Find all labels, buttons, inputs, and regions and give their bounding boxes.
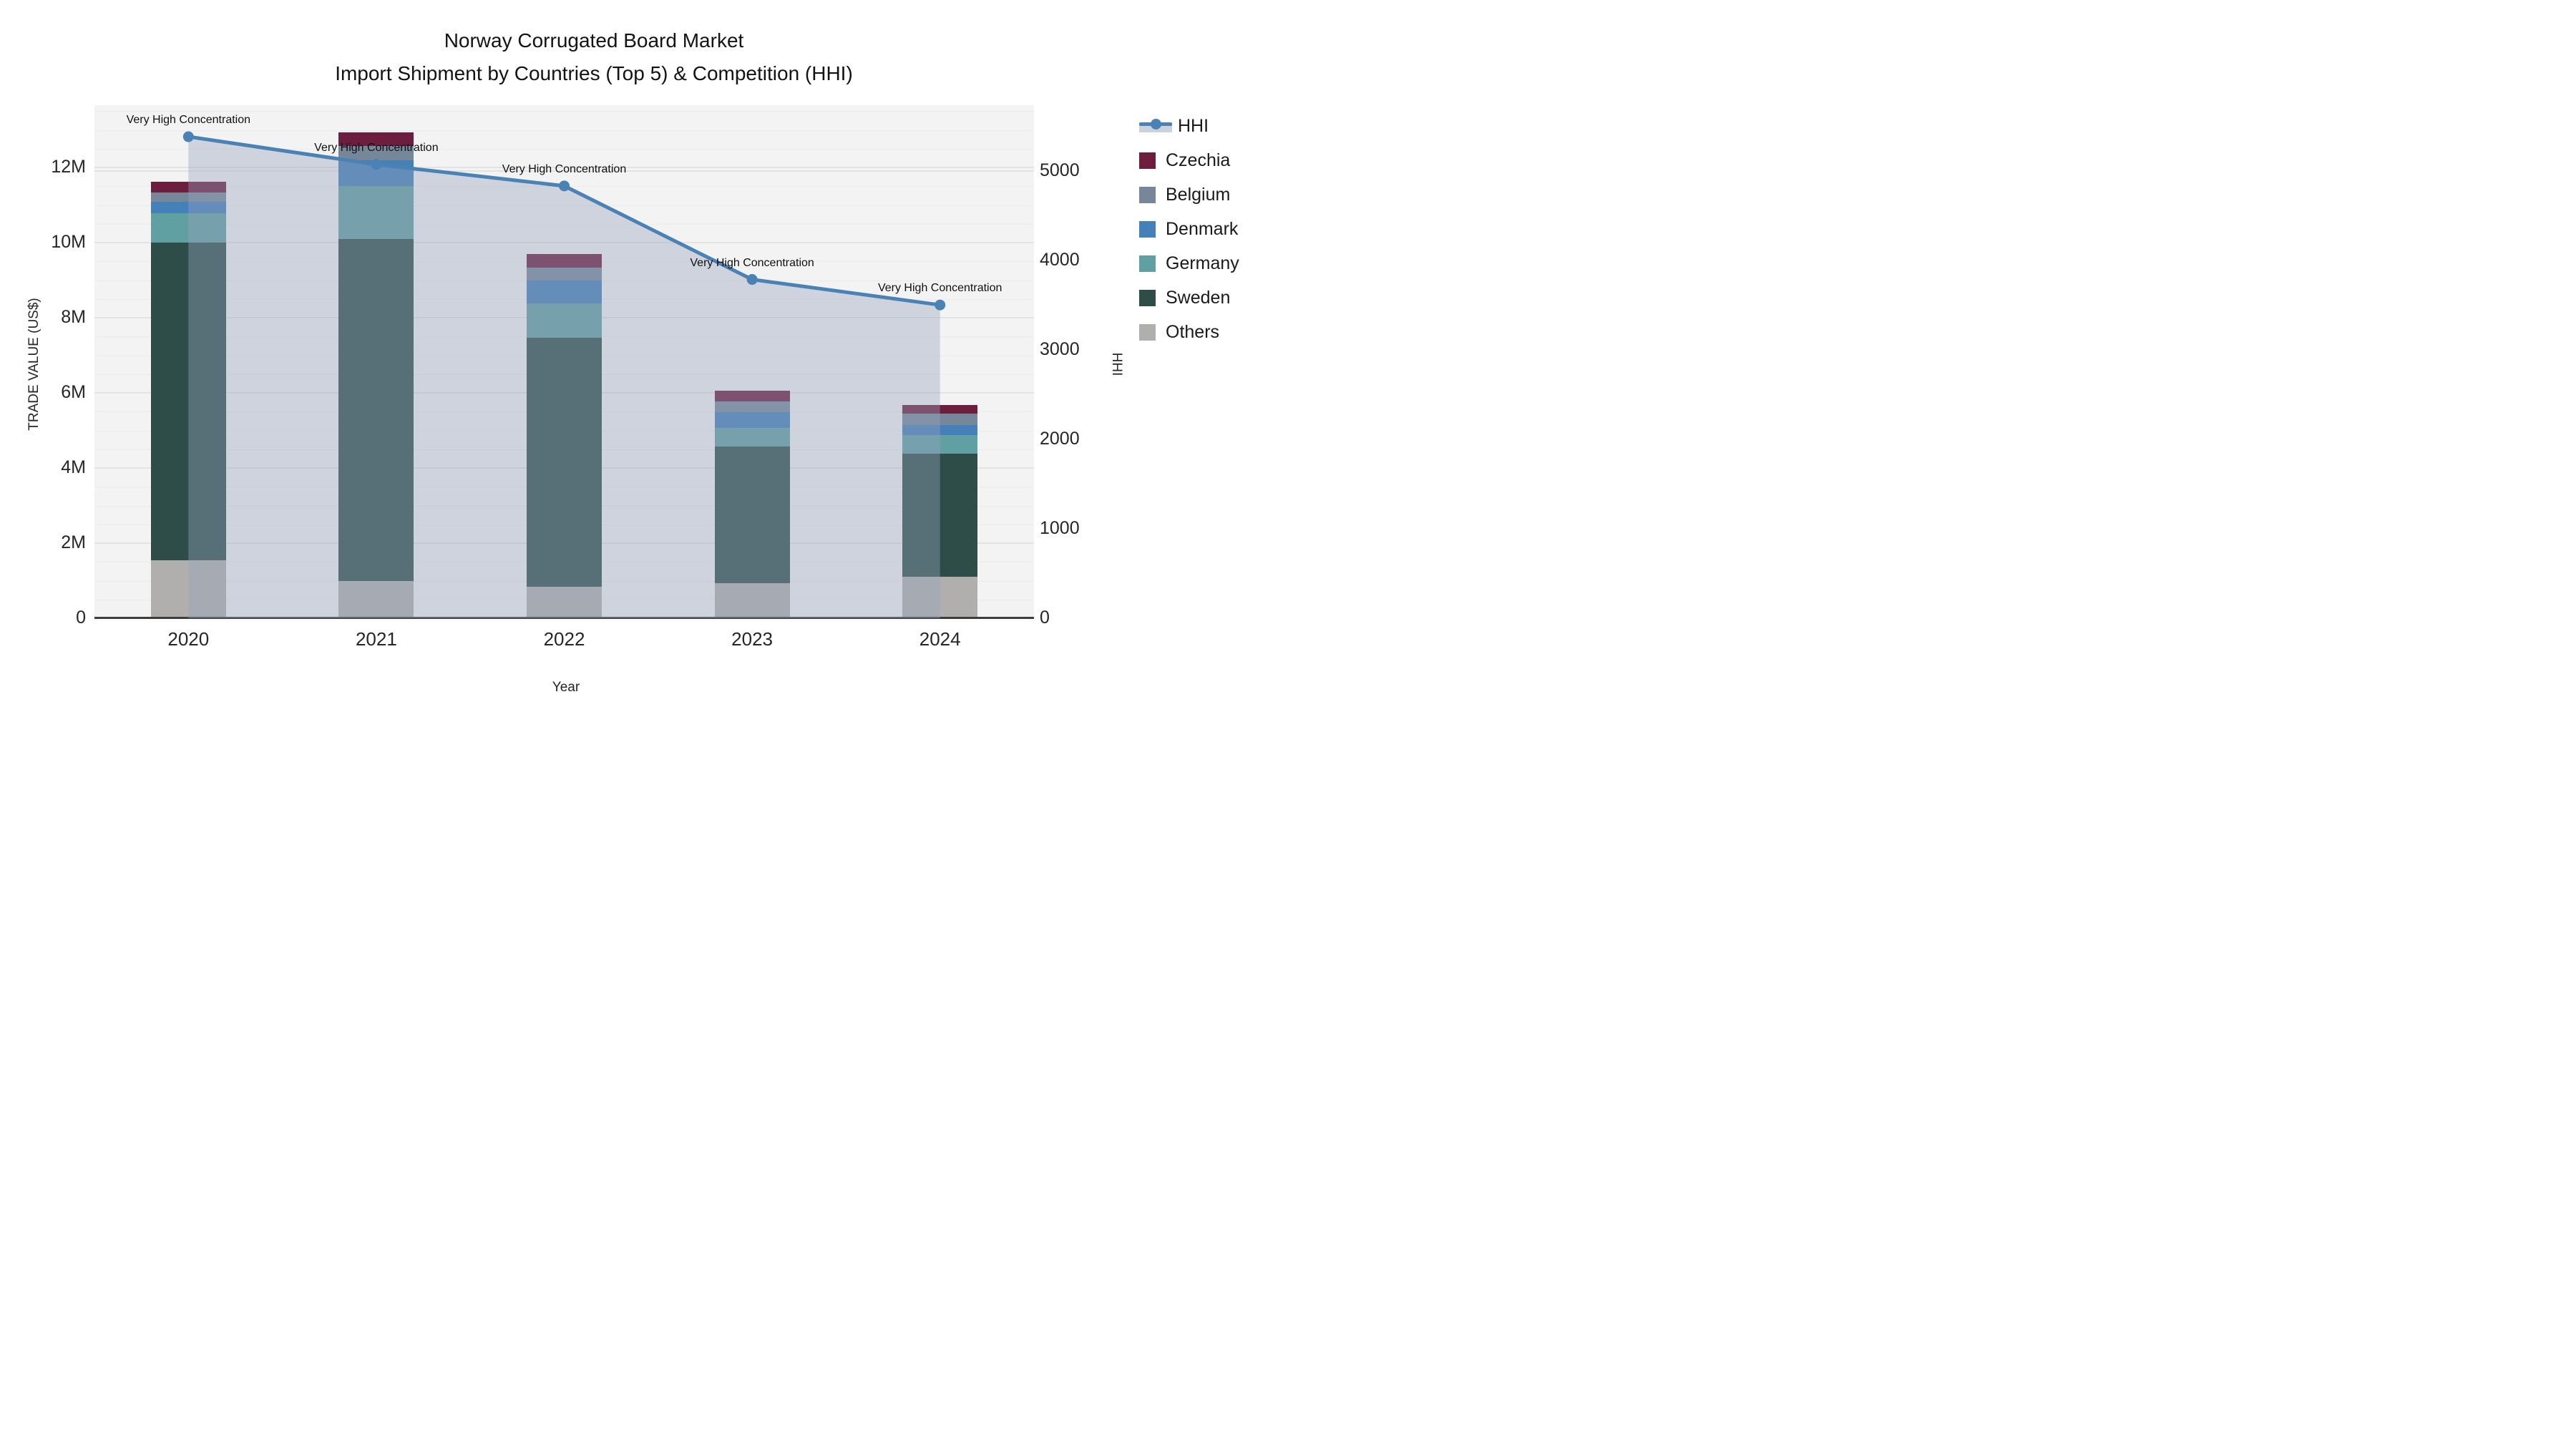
legend-item-others[interactable]: Others	[1139, 315, 1239, 349]
x-tick-label: 2022	[543, 628, 585, 650]
legend-swatch-belgium	[1139, 186, 1156, 203]
hhi-marker	[559, 180, 570, 192]
x-tick-label: 2021	[355, 628, 397, 650]
bar-segment-sweden	[714, 446, 790, 583]
bar-segment-others	[150, 560, 226, 618]
x-tick-label: 2023	[731, 628, 774, 650]
legend-swatch-denmark	[1139, 220, 1156, 238]
x-tick-label: 2024	[919, 628, 961, 650]
hhi-area-fill	[188, 137, 940, 618]
gridline-minor	[94, 111, 1034, 112]
gridline-major	[94, 167, 1034, 169]
legend-item-germany[interactable]: Germany	[1139, 246, 1239, 280]
y-right-tick-label: 1000	[1040, 517, 1080, 538]
y-left-tick-label: 4M	[61, 457, 86, 478]
annotation-very-high-concentration: Very High Concentration	[877, 282, 1002, 295]
legend-item-denmark[interactable]: Denmark	[1139, 212, 1239, 246]
x-axis-line	[94, 617, 1034, 619]
bar-segment-denmark	[902, 425, 978, 436]
legend-item-belgium[interactable]: Belgium	[1139, 177, 1239, 212]
bar-segment-others	[527, 587, 602, 618]
gridline-minor	[94, 148, 1034, 150]
bar-segment-denmark	[714, 412, 790, 429]
annotation-very-high-concentration: Very High Concentration	[502, 162, 627, 175]
y-left-tick-label: 12M	[51, 157, 86, 177]
y-right-tick-label: 4000	[1040, 249, 1080, 270]
gridline-major	[94, 242, 1034, 244]
bar-segment-denmark	[527, 280, 602, 304]
gridline-right-5000	[94, 170, 1034, 172]
y-left-tick-label: 8M	[61, 307, 86, 328]
x-axis-title: Year	[552, 680, 580, 695]
gridline-minor	[94, 130, 1034, 131]
legend-swatch-czechia	[1139, 152, 1156, 169]
hhi-marker-sample	[1151, 119, 1161, 130]
x-tick-label: 2020	[167, 628, 210, 650]
y-axis-right-title: HHI	[1109, 352, 1124, 376]
bar-segment-czechia	[150, 181, 226, 192]
legend-swatch-germany	[1139, 255, 1156, 272]
hhi-line-sample-icon	[1139, 118, 1172, 134]
bar-segment-others	[902, 576, 978, 618]
gridline-minor	[94, 223, 1034, 225]
hhi-marker	[746, 274, 758, 286]
annotation-very-high-concentration: Very High Concentration	[314, 141, 439, 154]
legend-item-hhi[interactable]: HHI	[1139, 109, 1239, 143]
legend-swatch-others	[1139, 323, 1156, 341]
bar-segment-sweden	[527, 337, 602, 587]
legend-item-czechia[interactable]: Czechia	[1139, 143, 1239, 177]
legend-label-belgium: Belgium	[1166, 184, 1231, 205]
y-left-tick-label: 0	[76, 608, 86, 628]
y-left-tick-label: 10M	[51, 232, 86, 253]
bar-segment-germany	[714, 428, 790, 447]
y-left-tick-label: 2M	[61, 532, 86, 553]
bar-segment-germany	[150, 213, 226, 243]
plot-area	[94, 105, 1034, 618]
legend-label-denmark: Denmark	[1166, 218, 1239, 239]
chart-title-line2: Import Shipment by Countries (Top 5) & C…	[335, 62, 853, 84]
bar-segment-czechia	[714, 391, 790, 401]
legend-label-germany: Germany	[1166, 253, 1239, 273]
bar-segment-denmark	[150, 202, 226, 214]
hhi-marker	[182, 131, 194, 142]
bar-segment-others	[338, 580, 414, 618]
chart-title-line1: Norway Corrugated Board Market	[444, 29, 744, 52]
bar-segment-czechia	[902, 405, 978, 414]
bar-segment-sweden	[902, 453, 978, 577]
legend-swatch-sweden	[1139, 289, 1156, 306]
legend-label-hhi: HHI	[1178, 115, 1209, 136]
bar-segment-belgium	[150, 192, 226, 203]
bar-segment-germany	[527, 303, 602, 338]
y-right-tick-label: 3000	[1040, 338, 1080, 359]
bar-segment-czechia	[527, 253, 602, 268]
chart-canvas: Norway Corrugated Board Market Import Sh…	[0, 0, 1288, 725]
bar-segment-belgium	[338, 146, 414, 160]
annotation-very-high-concentration: Very High Concentration	[126, 114, 251, 127]
legend-label-others: Others	[1166, 321, 1220, 342]
y-left-tick-label: 6M	[61, 382, 86, 403]
bar-segment-belgium	[527, 268, 602, 280]
legend-item-sweden[interactable]: Sweden	[1139, 280, 1239, 315]
bar-segment-sweden	[338, 238, 414, 581]
hhi-line-layer	[182, 131, 946, 618]
bar-segment-others	[714, 582, 790, 618]
legend-label-sweden: Sweden	[1166, 287, 1231, 308]
y-right-tick-label: 2000	[1040, 428, 1080, 449]
bar-segment-germany	[902, 435, 978, 454]
annotation-very-high-concentration: Very High Concentration	[690, 256, 814, 269]
legend: HHI Czechia Belgium Denmark Germany Sweden Oth…	[1139, 109, 1239, 349]
bar-segment-czechia	[338, 132, 414, 147]
hhi-marker	[371, 159, 382, 170]
bar-segment-belgium	[714, 401, 790, 413]
bar-segment-sweden	[150, 243, 226, 560]
legend-label-czechia: Czechia	[1166, 150, 1231, 170]
bar-segment-belgium	[902, 414, 978, 426]
y-right-tick-label: 5000	[1040, 160, 1080, 180]
hhi-marker	[935, 299, 946, 311]
gridline-minor	[94, 205, 1034, 206]
y-right-tick-label: 0	[1040, 608, 1050, 628]
bar-segment-germany	[338, 186, 414, 239]
